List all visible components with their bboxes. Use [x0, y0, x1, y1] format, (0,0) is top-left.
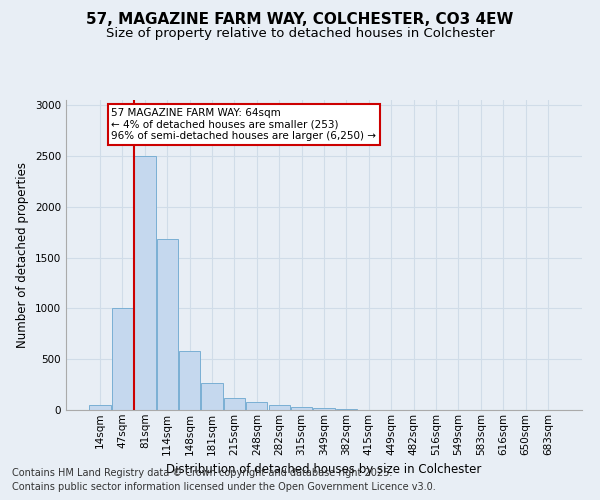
Bar — [157, 239, 178, 410]
Bar — [269, 405, 290, 410]
Bar — [179, 351, 200, 410]
Bar — [313, 408, 335, 410]
Text: Contains public sector information licensed under the Open Government Licence v3: Contains public sector information licen… — [12, 482, 436, 492]
Bar — [134, 156, 155, 410]
X-axis label: Distribution of detached houses by size in Colchester: Distribution of detached houses by size … — [166, 463, 482, 476]
Text: Contains HM Land Registry data © Crown copyright and database right 2025.: Contains HM Land Registry data © Crown c… — [12, 468, 392, 477]
Text: 57, MAGAZINE FARM WAY, COLCHESTER, CO3 4EW: 57, MAGAZINE FARM WAY, COLCHESTER, CO3 4… — [86, 12, 514, 28]
Bar — [89, 405, 111, 410]
Bar — [291, 407, 312, 410]
Bar — [112, 308, 133, 410]
Text: 57 MAGAZINE FARM WAY: 64sqm
← 4% of detached houses are smaller (253)
96% of sem: 57 MAGAZINE FARM WAY: 64sqm ← 4% of deta… — [111, 108, 376, 142]
Bar — [246, 402, 268, 410]
Bar — [224, 398, 245, 410]
Bar — [336, 409, 357, 410]
Text: Size of property relative to detached houses in Colchester: Size of property relative to detached ho… — [106, 28, 494, 40]
Bar — [202, 382, 223, 410]
Y-axis label: Number of detached properties: Number of detached properties — [16, 162, 29, 348]
